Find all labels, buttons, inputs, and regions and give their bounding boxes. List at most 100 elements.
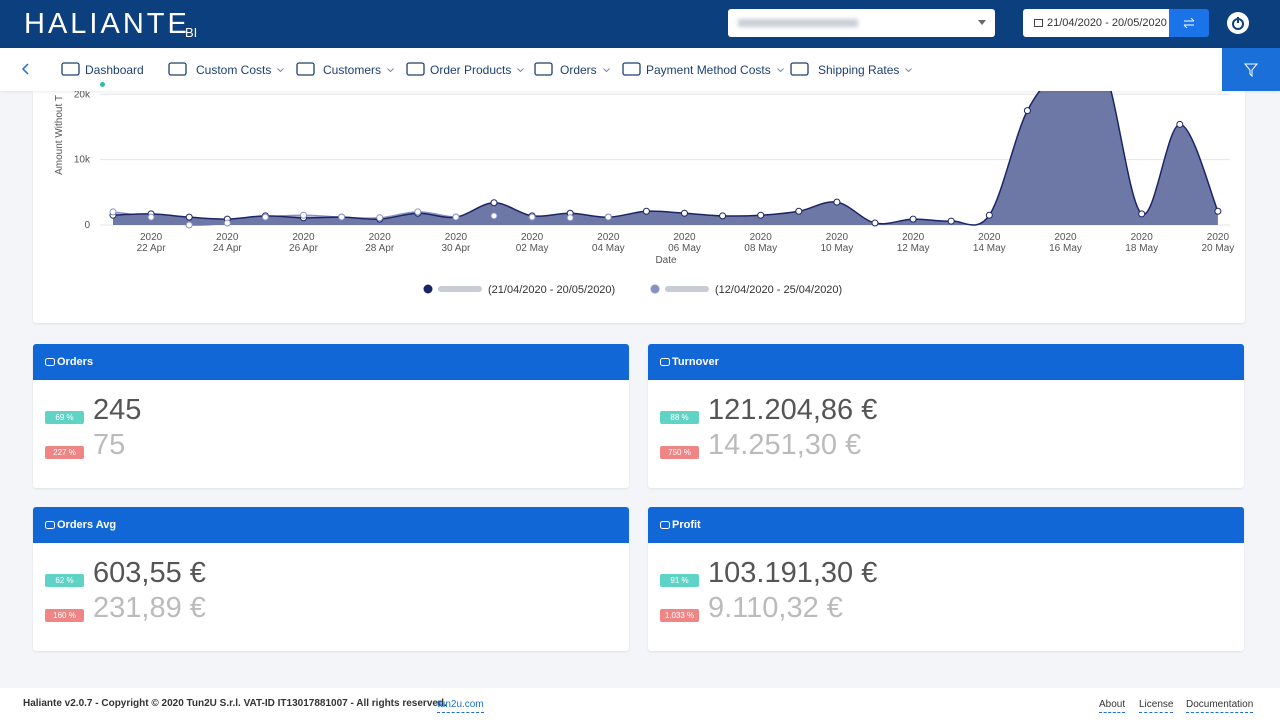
point [757,211,765,219]
point [338,213,346,221]
kpi-card: Profit 91 % 103.191,30 € 1.033 % 9.110,32 € [648,507,1244,651]
footer-link[interactable]: tun2u.com [437,698,484,713]
point [1138,210,1146,218]
header: HALIANTE BI 21/04/2020 - 20/05/2020 [0,0,1280,48]
legend-dot [423,284,433,294]
footer: Haliante v2.0.7 - Copyright © 2020 Tun2U… [0,688,1280,720]
x-tick-year: 2020 [521,232,544,243]
x-tick-day: 12 May [897,243,930,254]
card-icon [45,521,55,529]
legend-label: (21/04/2020 - 20/05/2020) [488,284,615,296]
x-tick-day: 08 May [744,243,777,254]
point [566,214,574,222]
change-up: 88 % [660,411,699,424]
area [113,91,1218,225]
dropdown-caret [603,68,610,73]
x-tick-year: 2020 [673,232,696,243]
caret-shape [905,68,912,73]
x-tick-day: 22 Apr [137,243,167,254]
x-tick-year: 2020 [750,232,773,243]
dropdown-caret [387,68,394,73]
point [985,211,993,219]
change-up: 91 % [660,574,699,587]
point [871,219,879,227]
icon-shape [168,62,187,76]
change-down: 750 % [660,446,699,459]
x-tick-year: 2020 [140,232,163,243]
nav-icon [61,62,80,76]
change-down: 1.033 % [660,609,699,622]
dropdown-caret [517,68,524,73]
swap-button[interactable] [1169,9,1209,37]
card-header: Orders [33,344,629,380]
point [376,214,384,222]
nav-bar: Dashboard Custom Costs Customers Order Prod… [0,48,1280,91]
point [642,207,650,215]
about-link[interactable]: About [1099,698,1126,713]
nav-icon [790,62,809,76]
nav-item[interactable]: Dashboard [85,63,144,77]
filter-button[interactable] [1222,48,1280,91]
x-tick-day: 28 Apr [365,243,395,254]
logo: HALIANTE [24,8,190,40]
icon-shape [61,62,80,76]
icon-shape [660,358,670,366]
x-tick-year: 2020 [1207,232,1230,243]
change-up: 62 % [45,574,84,587]
card-title: Profit [672,519,701,531]
plot [109,91,1222,229]
change-down: 227 % [45,446,84,459]
nav-item[interactable]: Custom Costs [196,63,272,77]
card-icon [660,358,670,366]
x-tick-year: 2020 [902,232,925,243]
logout-button[interactable] [1227,12,1249,34]
point [528,213,536,221]
x-tick-year: 2020 [292,232,315,243]
license-link[interactable]: License [1139,698,1174,713]
x-tick-day: 26 Apr [289,243,319,254]
nav-icon [622,62,641,76]
kpi-card: Orders 69 % 245 227 % 75 [33,344,629,488]
date-range[interactable]: 21/04/2020 - 20/05/2020 [1023,9,1169,37]
store-select[interactable] [728,9,995,37]
previous-value: 9.110,32 € [708,592,843,624]
current-value: 103.191,30 € [708,557,878,589]
point [833,198,841,206]
x-tick-day: 20 May [1202,243,1235,254]
documentation-link[interactable]: Documentation [1186,698,1254,713]
nav-item[interactable]: Shipping Rates [818,63,900,77]
nav-icon [534,62,553,76]
y-tick-label: 20k [74,91,91,100]
back-arrow[interactable] [20,63,30,75]
x-tick-year: 2020 [1054,232,1077,243]
point [490,199,498,207]
point [1176,120,1184,128]
point [414,208,422,216]
card-title: Orders [57,356,94,368]
y-axis-label: Amount Without T [54,95,65,175]
point [795,207,803,215]
x-tick-year: 2020 [978,232,1001,243]
card-header: Profit [648,507,1244,543]
nav-item[interactable]: Customers [323,63,382,77]
nav-item[interactable]: Orders [560,63,597,77]
swap-icon [1183,18,1195,28]
calendar-icon [1034,19,1043,27]
x-tick-day: 24 Apr [213,243,243,254]
x-tick-year: 2020 [216,232,239,243]
nav-icon [406,62,425,76]
icon-shape [406,62,425,76]
nav-item[interactable]: Payment Method Costs [646,63,771,77]
icon-shape [534,62,553,76]
change-down: 160 % [45,609,84,622]
point [261,213,269,221]
point [147,213,155,221]
nav-item[interactable]: Order Products [430,63,512,77]
dropdown-caret [777,68,784,73]
icon-shape [296,62,315,76]
point [1023,107,1031,115]
point [947,217,955,225]
icon-shape [660,521,670,529]
